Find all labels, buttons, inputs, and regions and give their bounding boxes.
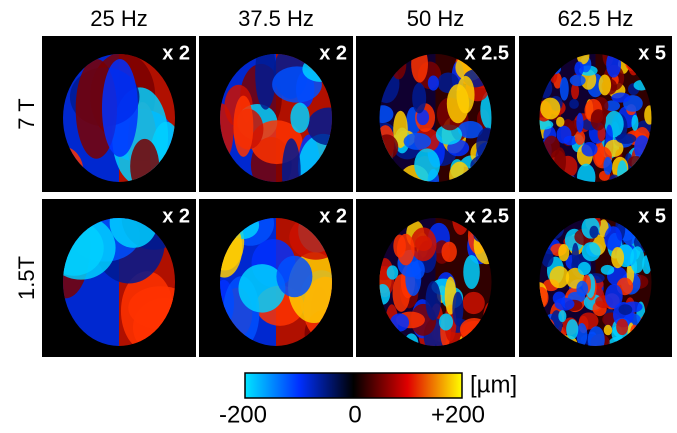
multiplier: x 2 (162, 205, 190, 227)
multiplier: x 2 (319, 42, 347, 64)
brain-panel: x 2 (40, 186, 197, 357)
brain-panel: x 2 (199, 199, 353, 358)
brain-panel: x 5 (519, 199, 672, 357)
column-header: 50 Hz (407, 6, 464, 31)
brain-panel: x 2.5 (356, 199, 515, 359)
colorbar-tick: -200 (219, 401, 267, 428)
multiplier: x 2.5 (465, 205, 509, 227)
column-header: 62.5 Hz (558, 6, 634, 31)
multiplier: x 2 (319, 205, 347, 227)
brain-panel: x 5 (519, 36, 672, 192)
multiplier: x 2 (162, 42, 190, 64)
column-header: 37.5 Hz (238, 6, 314, 31)
row-label: 7 T (14, 98, 39, 129)
colorbar (245, 373, 462, 398)
column-header: 25 Hz (90, 6, 147, 31)
brain-panel: x 2 (42, 36, 196, 197)
colorbar-tick: +200 (431, 401, 485, 428)
colorbar-unit: [µm] (470, 371, 517, 398)
brain-panel: x 2.5 (356, 36, 515, 198)
multiplier: x 5 (638, 42, 666, 64)
row-label: 1.5T (14, 256, 39, 300)
brain-panel: x 2 (199, 36, 353, 206)
figure: -200 0 +200 [µm] 25 Hz 37.5 Hz 50 Hz 62.5 H… (0, 0, 677, 428)
colorbar-tick: 0 (348, 401, 361, 428)
multiplier: x 5 (638, 205, 666, 227)
multiplier: x 2.5 (465, 42, 509, 64)
